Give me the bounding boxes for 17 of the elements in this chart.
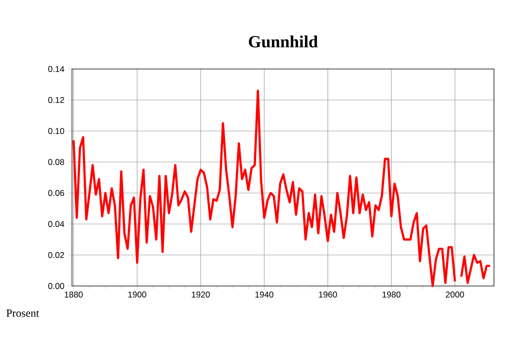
y-tick-label: 0.12 [48,96,64,104]
y-tick-label: 0.02 [48,252,64,258]
x-tick-label: 2000 [446,292,464,298]
y-axis-title: Prosent [6,310,40,317]
x-tick-label: 1960 [318,292,337,298]
chart-title: Gunnhild [248,35,318,48]
x-tick-label: 1880 [64,292,83,298]
y-tick-label: 0.10 [48,128,64,134]
y-tick-label: 0.00 [48,282,64,290]
y-tick-label: 0.14 [48,66,64,72]
x-tick-label: 1900 [128,292,146,298]
x-tick-label: 1940 [255,292,274,298]
y-tick-label: 0.08 [48,158,64,166]
y-tick-label: 0.06 [48,190,64,196]
x-tick-label: 1920 [192,292,210,298]
x-tick-label: 1980 [382,292,400,298]
y-tick-label: 0.04 [48,220,64,228]
